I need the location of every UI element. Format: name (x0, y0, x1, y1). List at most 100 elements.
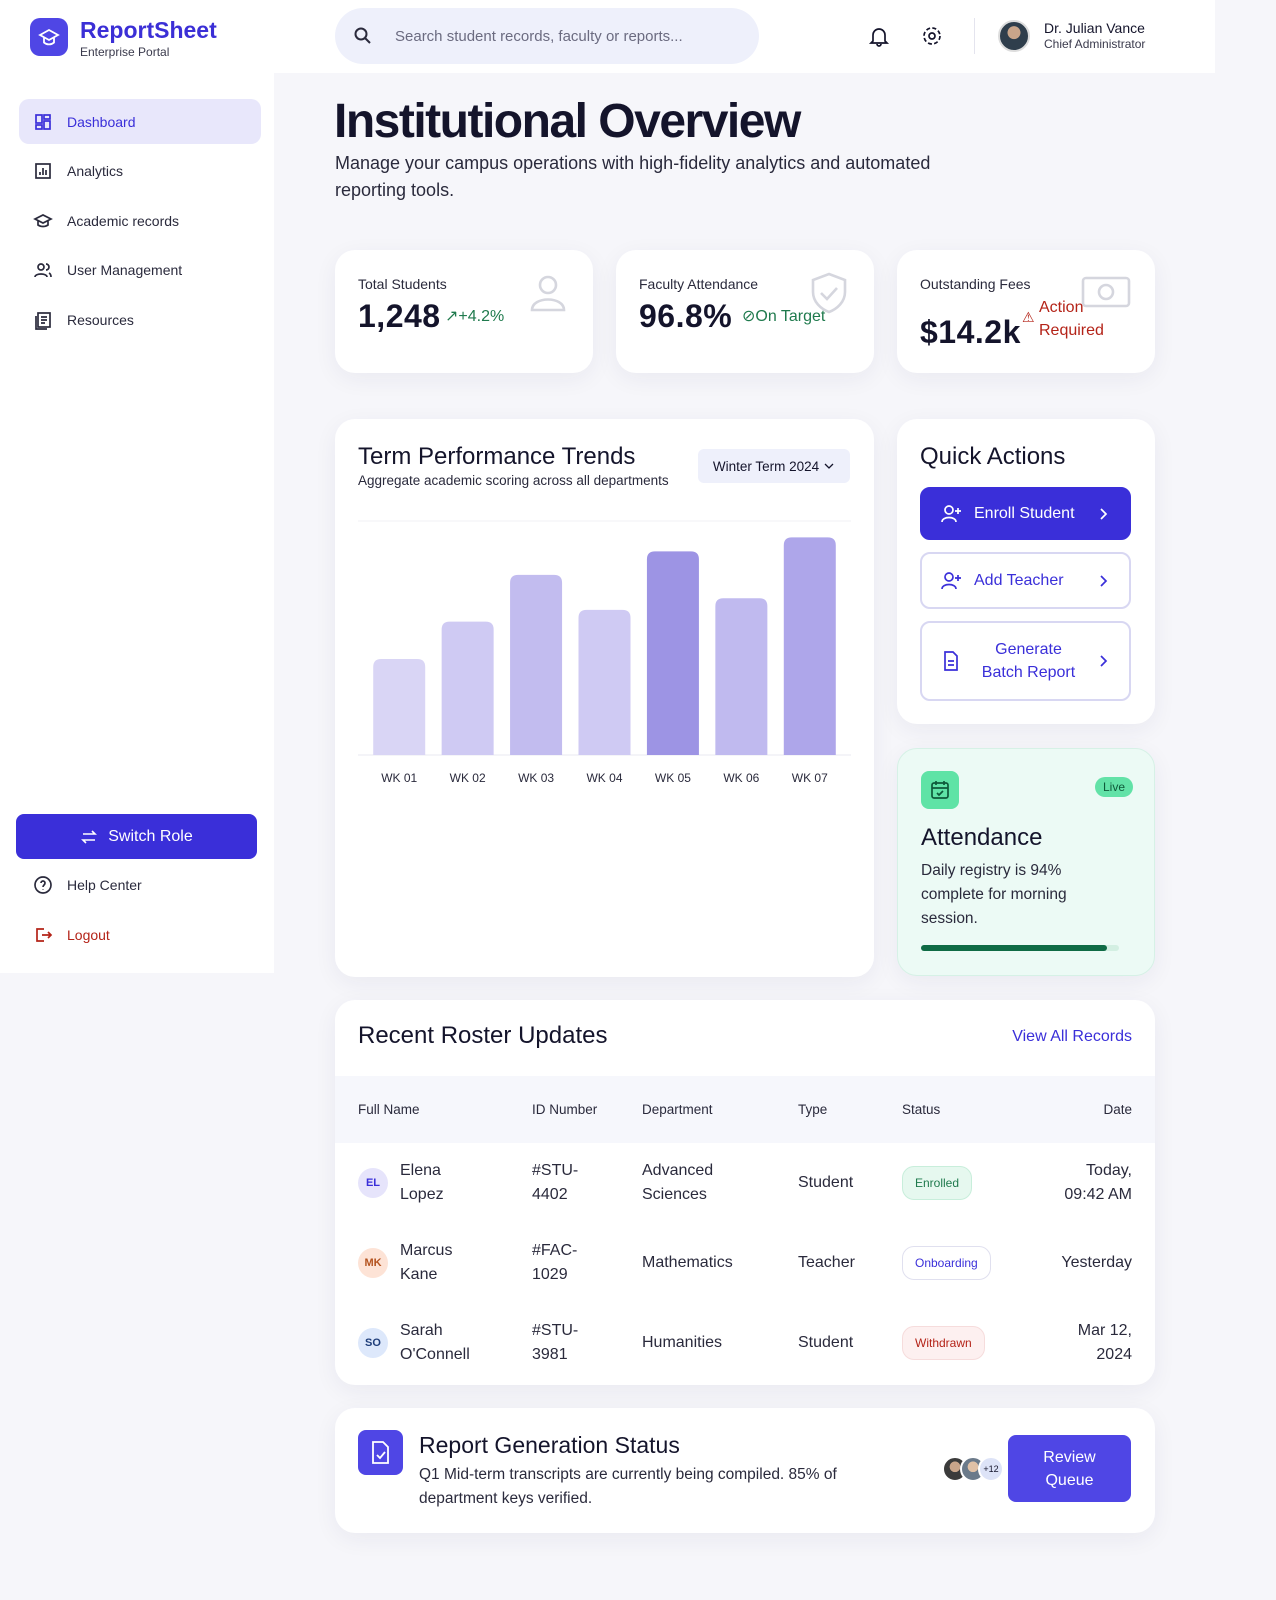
column-header: Department (642, 1102, 713, 1117)
table-row: SO Sarah O'Connell #STU-3981 Humanities Stud… (358, 1303, 1132, 1383)
name-wrap: SO Sarah O'Connell (358, 1319, 532, 1367)
progress-track (921, 945, 1119, 951)
stat-label: Faculty Attendance (639, 276, 759, 292)
nav-label: Dashboard (67, 113, 136, 130)
avatar-initials: EL (358, 1168, 388, 1198)
roster-table: Full Name ID Number Department Type Stat… (358, 1076, 1132, 1383)
department: Humanities (642, 1334, 723, 1351)
date: Mar 12, 2024 (1077, 1322, 1132, 1363)
column-header: Full Name (358, 1102, 420, 1117)
term-dropdown[interactable]: Winter Term 2024 (698, 449, 850, 483)
cash-icon (1081, 276, 1131, 308)
page-subtitle: Manage your campus operations with high-… (335, 153, 931, 200)
id-number: #STU-4402 (532, 1162, 579, 1203)
attendance-title: Attendance (921, 824, 1043, 851)
date: Yesterday (1061, 1254, 1132, 1271)
bar (715, 598, 768, 755)
date-cell: Today, 09:42 AM (1032, 1143, 1132, 1223)
chart-card: Term Performance Trends Aggregate academ… (335, 419, 874, 977)
quick-actions-card: Quick Actions Enroll Student Add Teacher… (897, 419, 1155, 724)
date-cell: Mar 12, 2024 (1032, 1303, 1132, 1383)
search-box[interactable]: Search student records, faculty or repor… (335, 8, 759, 64)
status-pill: Onboarding (902, 1246, 991, 1280)
roster-card: Recent Roster Updates View All Records F… (335, 1000, 1155, 1385)
column-header: ID Number (532, 1102, 598, 1117)
status-cell: Withdrawn (902, 1303, 1032, 1383)
action-button[interactable]: Add Teacher (920, 552, 1131, 609)
view-all-link[interactable]: View All Records (1012, 1028, 1132, 1045)
column-header: Date (1103, 1102, 1132, 1117)
full-name: Sarah O'Connell (400, 1322, 470, 1363)
department: Mathematics (642, 1254, 733, 1271)
page-title: Institutional Overview (334, 95, 801, 148)
stat-badge: ⚠ Action Required (1022, 299, 1104, 339)
x-tick-label: WK 03 (518, 771, 554, 785)
full-name: Elena Lopez (400, 1162, 444, 1203)
name-cell: EL Elena Lopez (358, 1143, 532, 1223)
x-tick-label: WK 06 (723, 771, 759, 785)
review-button[interactable]: Review Queue (1008, 1435, 1131, 1502)
user-avatar[interactable] (998, 20, 1030, 52)
badge-text: On Target (755, 308, 826, 325)
id-number: #FAC-1029 (532, 1242, 578, 1283)
avatar-initials: MK (358, 1248, 388, 1278)
table-row: EL Elena Lopez #STU-4402 Advanced Sciences S… (358, 1143, 1132, 1223)
attendance-card: Live Attendance Daily registry is 94% co… (897, 748, 1155, 976)
report-description: Q1 Mid-term transcripts are currently be… (419, 1466, 837, 1507)
name-cell: MK Marcus Kane (358, 1223, 532, 1303)
bar (441, 621, 494, 755)
brand-title: ReportSheet (80, 17, 217, 43)
stat-card: Total Students 1,248 ↗+4.2% (335, 250, 593, 373)
name-wrap: MK Marcus Kane (358, 1239, 532, 1287)
action-label: Add Teacher (974, 571, 1064, 589)
logout-link[interactable]: Logout (19, 912, 261, 957)
bar (510, 574, 563, 755)
bar-chart: WK 01 WK 02 WK 03 WK 04 WK 05 WK 06 WK 07 (358, 520, 851, 785)
bar (578, 609, 631, 755)
header: Search student records, faculty or repor… (274, 0, 1215, 73)
stat-label: Outstanding Fees (920, 276, 1031, 292)
nav-label: Help Center (67, 876, 142, 893)
more-count: +12 (978, 1456, 1004, 1482)
type: Student (798, 1334, 854, 1351)
logo (30, 18, 68, 56)
nav-label: Academic records (67, 212, 180, 229)
table-header-bg (335, 1076, 1155, 1143)
header-row: Full Name ID Number Department Type Stat… (358, 1076, 1132, 1143)
nav-item[interactable]: User Management (19, 247, 261, 292)
dropdown-label: Winter Term 2024 (712, 458, 820, 474)
x-tick-label: WK 07 (792, 771, 828, 785)
table-row: MK Marcus Kane #FAC-1029 Mathematics Teacher… (358, 1223, 1132, 1303)
bar (373, 659, 426, 755)
stat-label: Total Students (358, 276, 447, 292)
switch-role-button[interactable]: Switch Role (16, 814, 257, 859)
nav-item[interactable]: Dashboard (19, 99, 261, 144)
date: Today, 09:42 AM (1064, 1162, 1132, 1203)
status-cell: Enrolled (902, 1143, 1032, 1223)
bar (783, 537, 836, 755)
report-title: Report Generation Status (419, 1432, 680, 1458)
shield-icon (811, 272, 847, 314)
help-link[interactable]: Help Center (19, 862, 261, 907)
action-label: Generate Batch Report (981, 641, 1076, 681)
nav-item[interactable]: Analytics (19, 148, 261, 193)
calendar-icon (921, 771, 959, 809)
settings-icon[interactable] (921, 25, 943, 47)
roster-title: Recent Roster Updates (358, 1022, 608, 1049)
progress-fill (921, 945, 1108, 951)
department: Advanced Sciences (642, 1162, 714, 1203)
column-header: Type (798, 1102, 828, 1117)
report-icon (358, 1430, 403, 1475)
column-header: Status (902, 1102, 941, 1117)
status-pill: Withdrawn (902, 1326, 985, 1360)
nav-item[interactable]: Academic records (19, 198, 261, 243)
swap-icon (81, 829, 98, 844)
nav-item[interactable]: Resources (19, 297, 261, 342)
bell-icon[interactable] (868, 25, 890, 47)
action-button[interactable]: Generate Batch Report (920, 621, 1131, 701)
divider (974, 18, 975, 54)
search-placeholder: Search student records, faculty or repor… (395, 27, 683, 45)
action-button[interactable]: Enroll Student (920, 487, 1131, 540)
nav-label: Logout (67, 926, 110, 943)
